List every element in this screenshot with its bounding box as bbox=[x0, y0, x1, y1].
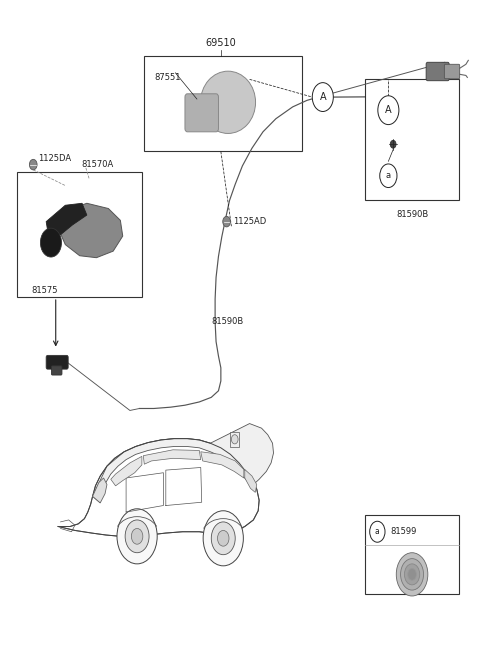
Polygon shape bbox=[201, 452, 244, 478]
Circle shape bbox=[29, 160, 37, 170]
Circle shape bbox=[132, 528, 143, 544]
Text: A: A bbox=[320, 92, 326, 102]
Polygon shape bbox=[46, 203, 87, 236]
Circle shape bbox=[378, 96, 399, 125]
Circle shape bbox=[117, 509, 157, 564]
Circle shape bbox=[203, 510, 243, 566]
FancyBboxPatch shape bbox=[426, 62, 449, 81]
Circle shape bbox=[401, 558, 423, 590]
FancyBboxPatch shape bbox=[185, 94, 218, 132]
Text: A: A bbox=[385, 105, 392, 115]
Polygon shape bbox=[93, 478, 107, 503]
Text: a: a bbox=[375, 527, 380, 536]
Polygon shape bbox=[245, 470, 257, 492]
Circle shape bbox=[211, 522, 235, 555]
Circle shape bbox=[370, 521, 385, 542]
Circle shape bbox=[231, 435, 238, 444]
FancyBboxPatch shape bbox=[444, 64, 460, 79]
Bar bbox=[365, 515, 459, 594]
Bar bbox=[17, 173, 142, 297]
Ellipse shape bbox=[201, 71, 255, 133]
Text: 81590B: 81590B bbox=[396, 210, 428, 219]
FancyBboxPatch shape bbox=[46, 355, 68, 369]
FancyBboxPatch shape bbox=[51, 366, 62, 375]
Bar bbox=[230, 432, 239, 447]
Polygon shape bbox=[111, 457, 142, 486]
Text: 81599: 81599 bbox=[390, 527, 417, 536]
Circle shape bbox=[396, 553, 428, 596]
Text: a: a bbox=[386, 171, 391, 180]
Polygon shape bbox=[58, 439, 259, 539]
Text: 1125AD: 1125AD bbox=[233, 217, 266, 226]
Polygon shape bbox=[58, 203, 123, 258]
Text: 81575: 81575 bbox=[32, 286, 58, 295]
Circle shape bbox=[125, 520, 149, 553]
Circle shape bbox=[405, 564, 420, 585]
Text: 1125DA: 1125DA bbox=[38, 154, 71, 162]
Bar bbox=[144, 57, 302, 152]
Text: 69510: 69510 bbox=[205, 38, 236, 48]
Polygon shape bbox=[144, 450, 201, 464]
Circle shape bbox=[217, 530, 229, 546]
Circle shape bbox=[390, 141, 396, 148]
Polygon shape bbox=[93, 424, 274, 503]
Bar bbox=[365, 79, 459, 200]
Circle shape bbox=[312, 83, 333, 112]
Text: 87551: 87551 bbox=[155, 73, 181, 82]
Circle shape bbox=[40, 228, 61, 257]
Text: 81590B: 81590B bbox=[211, 317, 243, 327]
Circle shape bbox=[408, 568, 416, 580]
Circle shape bbox=[223, 216, 230, 227]
Circle shape bbox=[380, 164, 397, 187]
Text: 81570A: 81570A bbox=[81, 160, 113, 169]
